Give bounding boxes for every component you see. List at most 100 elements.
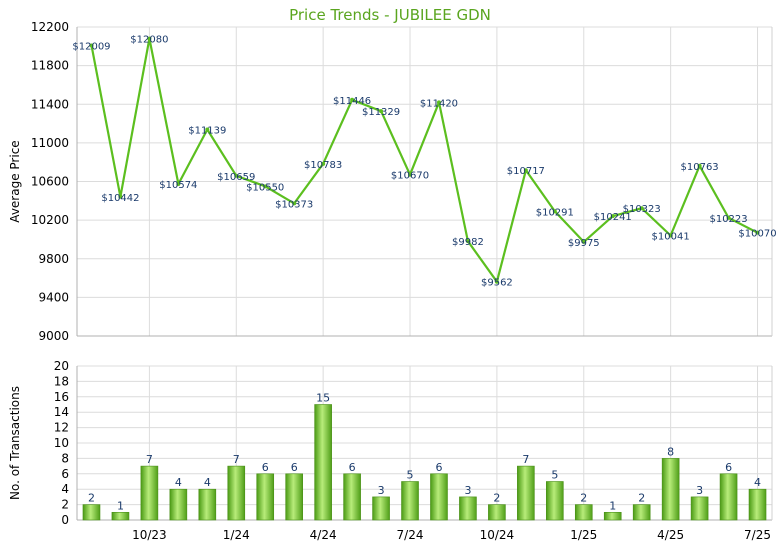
transactions-bar — [748, 488, 767, 521]
chart-title: Price Trends - JUBILEE GDN — [289, 6, 491, 24]
price-data-label: $9982 — [452, 237, 484, 248]
x-tick-label: 10/23 — [132, 528, 167, 542]
transactions-y-tick: 12 — [54, 421, 69, 435]
price-y-tick: 11000 — [31, 136, 69, 150]
price-y-tick: 10200 — [31, 213, 69, 227]
price-point — [552, 209, 557, 214]
transactions-data-label: 2 — [493, 492, 500, 505]
price-point — [465, 239, 470, 244]
price-data-label: $9975 — [568, 238, 600, 249]
price-data-label: $12009 — [72, 41, 110, 52]
transactions-data-label: 5 — [407, 469, 414, 482]
x-tick-label: 1/24 — [223, 528, 250, 542]
price-point — [263, 184, 268, 189]
price-data-label: $10659 — [217, 172, 255, 183]
transactions-data-label: 3 — [378, 484, 385, 497]
price-point — [755, 230, 760, 235]
price-y-tick: 11800 — [31, 59, 69, 73]
price-point — [610, 214, 615, 219]
transactions-data-label: 2 — [580, 492, 587, 505]
price-point — [205, 127, 210, 132]
price-data-label: $10041 — [652, 231, 690, 242]
transactions-data-label: 7 — [233, 453, 240, 466]
transactions-bar — [140, 465, 159, 521]
price-point — [639, 206, 644, 211]
price-data-label: $10241 — [594, 212, 632, 223]
price-data-label: $10763 — [681, 162, 719, 173]
transactions-data-label: 2 — [638, 492, 645, 505]
x-tick-label: 10/24 — [480, 528, 515, 542]
x-tick-label: 1/25 — [570, 528, 597, 542]
price-data-label: $11329 — [362, 107, 400, 118]
price-data-label: $10670 — [391, 171, 429, 182]
transactions-y-tick: 8 — [61, 451, 69, 465]
price-point — [147, 36, 152, 41]
price-y-tick: 11400 — [31, 97, 69, 111]
transactions-bar — [314, 404, 332, 521]
price-point — [118, 194, 123, 199]
price-point — [668, 233, 673, 238]
price-point — [176, 182, 181, 187]
price-y-tick: 10600 — [31, 175, 69, 189]
price-point — [523, 168, 528, 173]
price-point — [436, 100, 441, 105]
transactions-data-label: 15 — [316, 392, 330, 405]
price-data-label: $10291 — [536, 207, 574, 218]
transactions-bar — [546, 481, 564, 521]
transactions-data-label: 7 — [522, 453, 529, 466]
transactions-bar — [285, 473, 303, 521]
transactions-y-tick: 20 — [54, 359, 69, 373]
price-data-label: $10223 — [709, 214, 747, 225]
transactions-bar — [574, 504, 593, 521]
price-data-label: $11420 — [420, 98, 458, 109]
transactions-data-label: 3 — [696, 484, 703, 497]
transactions-bar — [632, 504, 651, 521]
transactions-data-label: 4 — [175, 476, 182, 489]
transactions-y-tick: 6 — [61, 467, 69, 481]
price-y-axis-title: Average Price — [8, 140, 22, 222]
price-data-label: $10442 — [101, 193, 139, 204]
transactions-y-tick: 18 — [54, 374, 69, 388]
price-data-label: $9562 — [481, 278, 513, 289]
transactions-bar — [517, 465, 535, 521]
transactions-data-label: 2 — [88, 492, 95, 505]
price-data-label: $12080 — [130, 35, 168, 46]
transactions-y-tick: 2 — [61, 498, 69, 512]
transactions-bar — [227, 465, 246, 521]
transactions-bar — [430, 473, 448, 521]
price-point — [234, 173, 239, 178]
transactions-bar — [256, 473, 275, 521]
transactions-y-tick: 4 — [61, 482, 69, 496]
price-point — [408, 172, 413, 177]
price-point — [697, 163, 702, 168]
transactions-data-label: 7 — [146, 453, 153, 466]
price-point — [581, 239, 586, 244]
transactions-y-tick: 10 — [54, 436, 69, 450]
transactions-data-label: 6 — [435, 461, 442, 474]
transactions-bar — [169, 488, 188, 521]
price-point — [350, 97, 355, 102]
price-series-line — [90, 37, 759, 283]
price-y-tick: 9000 — [38, 329, 69, 343]
transactions-data-label: 3 — [464, 484, 471, 497]
transactions-data-label: 4 — [204, 476, 211, 489]
x-tick-label: 4/25 — [657, 528, 684, 542]
price-point — [379, 109, 384, 114]
transactions-bar — [459, 496, 477, 521]
transactions-data-label: 6 — [291, 461, 298, 474]
price-data-label: $11446 — [333, 96, 371, 107]
transactions-bar — [343, 473, 361, 521]
transactions-data-label: 4 — [754, 476, 761, 489]
price-point — [494, 279, 499, 284]
transactions-data-label: 1 — [609, 499, 616, 512]
price-y-tick: 9400 — [38, 290, 69, 304]
price-data-label: $10574 — [159, 180, 197, 191]
price-y-tick: 12200 — [31, 20, 69, 34]
price-point — [726, 215, 731, 220]
transactions-bar — [603, 511, 622, 521]
transactions-data-label: 8 — [667, 445, 674, 458]
transactions-data-label: 1 — [117, 499, 124, 512]
transactions-data-label: 6 — [262, 461, 269, 474]
transactions-y-tick: 0 — [61, 513, 69, 527]
